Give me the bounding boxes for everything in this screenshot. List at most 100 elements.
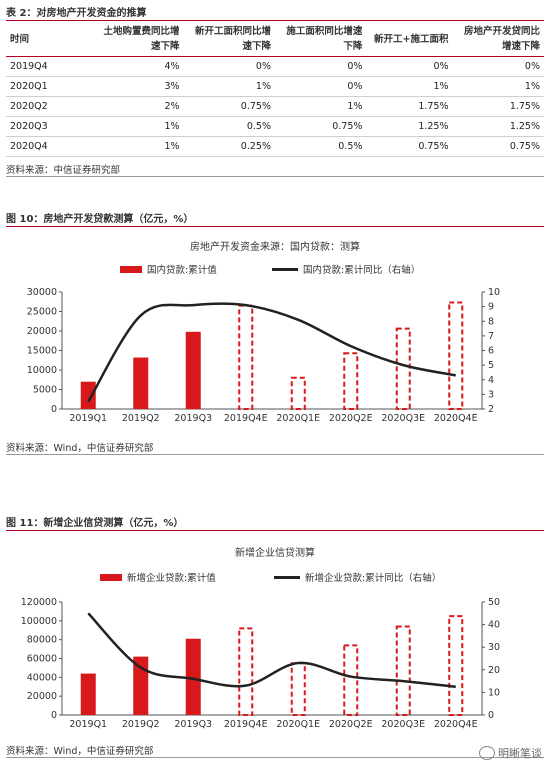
x-tick-label: 2020Q3E bbox=[381, 719, 425, 730]
table-cell: 1% bbox=[274, 96, 367, 117]
table-cell: 0.5% bbox=[274, 136, 367, 157]
bar-estimated bbox=[395, 327, 411, 410]
table-row: 2020Q2 2% 0.75% 1% 1.75% 1.75% bbox=[6, 96, 544, 117]
x-tick-label: 2019Q2 bbox=[122, 719, 160, 730]
table-cell: 0.75% bbox=[183, 96, 275, 117]
legend-bar-swatch bbox=[120, 265, 142, 273]
projection-table: 时间 土地购置费同比增速下降 新开工面积同比增速下降 施工面积同比增速下降 新开… bbox=[6, 22, 544, 157]
right-tick-label: 10 bbox=[488, 287, 500, 298]
bar-estimated bbox=[290, 662, 306, 717]
table-row: 2019Q4 4% 0% 0% 0% 0% bbox=[6, 56, 544, 77]
table-cell: 1% bbox=[366, 76, 453, 97]
table-cell: 1% bbox=[92, 136, 184, 157]
figure1-caption: 图 10：房地产开发贷款测算（亿元，%） bbox=[6, 214, 194, 225]
table-cell: 4% bbox=[92, 56, 184, 77]
bar-estimated bbox=[448, 301, 464, 410]
table-bottom-rule bbox=[6, 176, 544, 177]
left-tick-label: 10000 bbox=[27, 365, 57, 376]
bar bbox=[185, 331, 201, 409]
legend-line-swatch bbox=[272, 267, 298, 271]
right-tick-label: 4 bbox=[488, 375, 494, 386]
x-tick-label: 2019Q1 bbox=[69, 413, 107, 424]
x-tick-label: 2020Q2E bbox=[329, 413, 373, 424]
header-combined: 新开工+施工面积 bbox=[374, 33, 449, 45]
growth-line bbox=[87, 302, 456, 403]
growth-line bbox=[87, 612, 456, 688]
table-cell: 1.75% bbox=[366, 96, 453, 117]
left-tick-label: 20000 bbox=[27, 691, 57, 702]
table-cell: 2020Q4 bbox=[6, 136, 93, 157]
left-tick-label: 0 bbox=[51, 710, 57, 721]
left-tick-label: 15000 bbox=[27, 346, 57, 357]
right-tick-label: 2 bbox=[488, 404, 494, 415]
table-cell: 2% bbox=[92, 96, 184, 117]
bar-estimated bbox=[448, 615, 464, 716]
bar-estimated bbox=[343, 644, 359, 716]
right-tick-label: 8 bbox=[488, 316, 494, 327]
table-cell: 1.75% bbox=[452, 96, 544, 117]
legend-bar-label: 新增企业贷款:累计值 bbox=[127, 573, 216, 584]
table-cell: 1% bbox=[92, 116, 184, 137]
table-source: 资料来源：中信证券研究部 bbox=[6, 165, 121, 176]
table-body: 2019Q4 4% 0% 0% 0% 0% 2020Q1 3% 1% 0% 1% 1% 2020Q2 2%… bbox=[6, 56, 544, 157]
table-cell: 0.25% bbox=[183, 136, 275, 157]
table-cell: 2020Q2 bbox=[6, 96, 93, 117]
watermark: 明晰笔谈 bbox=[479, 745, 542, 761]
left-tick-label: 100000 bbox=[21, 616, 57, 627]
table-cell: 0.5% bbox=[183, 116, 275, 137]
figure1-caption-rule bbox=[6, 226, 544, 227]
legend-bar-label: 国内贷款:累计值 bbox=[147, 265, 217, 276]
legend-bar-swatch bbox=[100, 573, 122, 581]
table-cell: 0% bbox=[274, 76, 367, 97]
figure2-caption-rule bbox=[6, 530, 544, 531]
table-header-row: 时间 土地购置费同比增速下降 新开工面积同比增速下降 施工面积同比增速下降 新开… bbox=[6, 22, 544, 57]
table-cell: 2020Q1 bbox=[6, 76, 93, 97]
right-tick-label: 9 bbox=[488, 302, 494, 313]
right-tick-label: 3 bbox=[488, 389, 494, 400]
right-tick-label: 0 bbox=[488, 710, 494, 721]
legend-line-label: 新增企业贷款:累计同比（右轴） bbox=[305, 573, 442, 584]
x-tick-label: 2020Q1E bbox=[276, 413, 320, 424]
chart-real-estate-loans: 房地产开发资金来源：国内贷款：测算 国内贷款:累计值 国内贷款:累计同比（右轴）… bbox=[0, 232, 550, 432]
x-tick-label: 2020Q1E bbox=[276, 719, 320, 730]
x-tick-label: 2019Q3 bbox=[174, 719, 212, 730]
table-caption: 表 2：对房地产开发资金的推算 bbox=[6, 8, 147, 19]
table-row: 2020Q3 1% 0.5% 0.75% 1.25% 1.25% bbox=[6, 116, 544, 137]
table-cell: 0.75% bbox=[274, 116, 367, 137]
right-tick-label: 50 bbox=[488, 597, 500, 608]
left-tick-label: 40000 bbox=[27, 672, 57, 683]
chart1-legend-bars: 国内贷款:累计值 bbox=[120, 262, 217, 276]
bar-estimated bbox=[238, 627, 254, 716]
left-tick-label: 30000 bbox=[27, 287, 57, 298]
chart1-legend-line: 国内贷款:累计同比（右轴） bbox=[272, 262, 420, 276]
right-tick-label: 7 bbox=[488, 331, 494, 342]
header-land: 土地购置费同比增速下降 bbox=[103, 26, 180, 52]
bar-estimated bbox=[395, 625, 411, 716]
x-tick-label: 2019Q4E bbox=[224, 413, 268, 424]
left-tick-label: 25000 bbox=[27, 307, 57, 318]
left-tick-label: 120000 bbox=[21, 597, 57, 608]
right-tick-label: 20 bbox=[488, 665, 500, 676]
chart1-title: 房地产开发资金来源：国内贷款：测算 bbox=[190, 242, 360, 253]
bar bbox=[185, 638, 201, 715]
header-construction: 施工面积同比增速下降 bbox=[286, 26, 363, 52]
table-cell: 0% bbox=[452, 56, 544, 77]
figure1-source: 资料来源：Wind，中信证券研究部 bbox=[6, 443, 154, 454]
table-cell: 3% bbox=[92, 76, 184, 97]
legend-line-label: 国内贷款:累计同比（右轴） bbox=[303, 265, 421, 276]
table-cell: 0% bbox=[183, 56, 275, 77]
left-tick-label: 0 bbox=[51, 404, 57, 415]
bar-estimated bbox=[290, 376, 306, 411]
header-new-start: 新开工面积同比增速下降 bbox=[194, 26, 271, 52]
x-tick-label: 2019Q4E bbox=[224, 719, 268, 730]
header-time: 时间 bbox=[10, 33, 30, 45]
legend-line-swatch bbox=[274, 575, 300, 579]
header-dev-loan: 房地产开发贷同比增速下降 bbox=[463, 26, 540, 52]
chart2-title: 新增企业信贷测算 bbox=[235, 548, 315, 559]
chart2-legend-line: 新增企业贷款:累计同比（右轴） bbox=[274, 570, 441, 584]
chart2-plot: 0 20000 40000 60000 80000 100000 120000 0 10 20 30… bbox=[21, 597, 500, 730]
bar-estimated bbox=[238, 304, 254, 410]
table-cell: 1.25% bbox=[452, 116, 544, 137]
bar bbox=[133, 656, 149, 715]
